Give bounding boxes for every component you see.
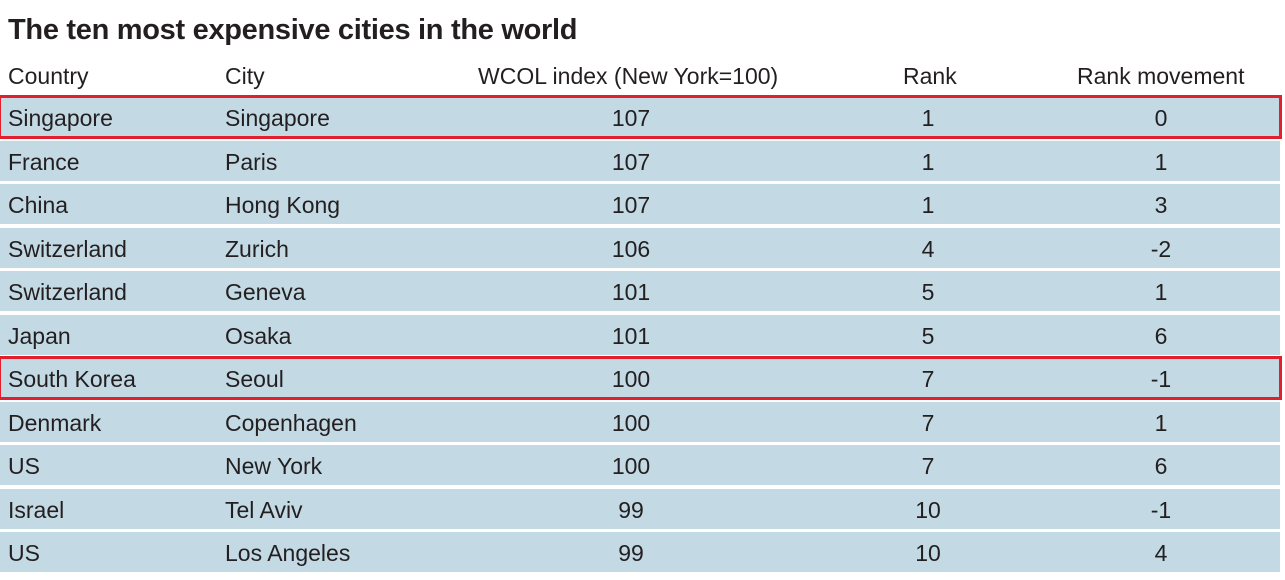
cell-rank: 4 xyxy=(921,235,935,262)
cell-city: Los Angeles xyxy=(225,540,351,566)
table-row: Denmark Copenhagen 100 7 1 xyxy=(0,401,1280,442)
cell-city: Geneva xyxy=(225,279,306,305)
table-body: Singapore Singapore 107 1 0 France Paris 107 1 1 C… xyxy=(0,95,1282,576)
cell-country: Japan xyxy=(8,322,71,349)
column-header-rank-movement: Rank movement xyxy=(1077,63,1245,89)
cell-wcol-index: 100 xyxy=(611,453,651,479)
cell-country: South Korea xyxy=(8,366,136,392)
cell-city: Copenhagen xyxy=(225,409,357,436)
cell-wcol-index: 100 xyxy=(611,409,651,436)
column-header-city: City xyxy=(225,63,265,89)
cell-city: Osaka xyxy=(225,322,292,349)
cell-wcol-index: 107 xyxy=(611,148,651,175)
cell-city: Singapore xyxy=(225,105,330,131)
cell-rank-movement: -1 xyxy=(1150,366,1172,392)
table-row-highlighted: Singapore Singapore 107 1 0 xyxy=(0,95,1282,139)
cell-city: Tel Aviv xyxy=(225,496,303,523)
cell-rank: 10 xyxy=(915,540,941,566)
cell-city: New York xyxy=(225,453,323,479)
cell-rank-movement: 1 xyxy=(1154,409,1168,436)
table-row: Israel Tel Aviv 99 10 -1 xyxy=(0,488,1280,529)
cell-country: US xyxy=(8,540,40,566)
cell-country: Israel xyxy=(8,496,65,523)
cell-wcol-index: 99 xyxy=(618,540,644,566)
table-row: Switzerland Zurich 106 4 -2 xyxy=(0,227,1280,268)
table-row: France Paris 107 1 1 xyxy=(0,140,1280,181)
cell-rank-movement: 6 xyxy=(1154,453,1168,479)
cell-rank: 5 xyxy=(921,322,935,349)
cell-rank: 7 xyxy=(921,409,935,436)
cell-wcol-index: 107 xyxy=(611,105,651,131)
column-header-country: Country xyxy=(8,63,89,89)
cell-rank: 7 xyxy=(921,366,935,392)
cell-wcol-index: 107 xyxy=(611,192,651,218)
cell-wcol-index: 100 xyxy=(611,366,651,392)
cell-city: Zurich xyxy=(225,235,289,262)
table-row: Switzerland Geneva 101 5 1 xyxy=(0,271,1280,311)
cell-rank-movement: 0 xyxy=(1154,105,1168,131)
cell-city: Hong Kong xyxy=(225,192,341,218)
table-row-highlighted: South Korea Seoul 100 7 -1 xyxy=(0,356,1282,400)
table-header: Country City WCOL index (New York=100) R… xyxy=(0,55,1285,95)
column-header-wcol-index: WCOL index (New York=100) xyxy=(478,63,779,89)
cell-rank-movement: 1 xyxy=(1154,279,1168,305)
cell-rank-movement: 6 xyxy=(1154,322,1168,349)
cell-rank-movement: 4 xyxy=(1154,540,1168,566)
cell-country: China xyxy=(8,192,69,218)
cell-wcol-index: 101 xyxy=(611,322,651,349)
table-row: US New York 100 7 6 xyxy=(0,445,1280,485)
cell-city: Seoul xyxy=(225,366,284,392)
chart-title: The ten most expensive cities in the wor… xyxy=(8,14,578,46)
cell-country: Switzerland xyxy=(8,279,127,305)
table-row: China Hong Kong 107 1 3 xyxy=(0,184,1280,224)
cell-country: US xyxy=(8,453,40,479)
cell-rank: 10 xyxy=(915,496,941,523)
table-row: Japan Osaka 101 5 6 xyxy=(0,314,1280,355)
cell-country: Denmark xyxy=(8,409,102,436)
cell-wcol-index: 106 xyxy=(611,235,651,262)
cell-wcol-index: 99 xyxy=(618,496,644,523)
cell-wcol-index: 101 xyxy=(611,279,651,305)
cell-country: Singapore xyxy=(8,105,113,131)
cell-city: Paris xyxy=(225,148,278,175)
table-row: US Los Angeles 99 10 4 xyxy=(0,532,1280,572)
cell-rank-movement: -1 xyxy=(1150,496,1172,523)
cell-rank-movement: -2 xyxy=(1150,235,1172,262)
cell-rank: 5 xyxy=(921,279,935,305)
column-header-rank: Rank xyxy=(903,63,957,89)
cell-country: France xyxy=(8,148,80,175)
cell-rank: 1 xyxy=(921,105,935,131)
cell-country: Switzerland xyxy=(8,235,127,262)
cell-rank: 1 xyxy=(921,148,935,175)
cell-rank-movement: 3 xyxy=(1154,192,1168,218)
cell-rank: 7 xyxy=(921,453,935,479)
cell-rank-movement: 1 xyxy=(1154,148,1168,175)
cell-rank: 1 xyxy=(921,192,935,218)
